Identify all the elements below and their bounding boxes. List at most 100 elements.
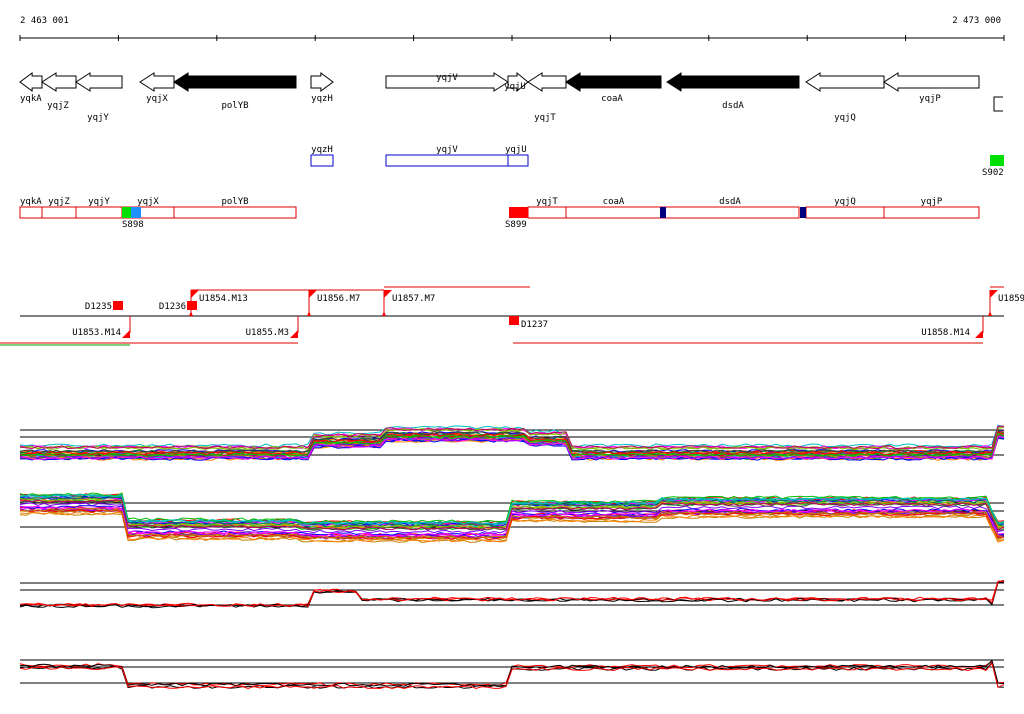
segment-U1854.M13[interactable]: U1854.M13	[189, 290, 248, 316]
end-coordinate: 2 473 000	[952, 16, 1001, 26]
operon-dsdA[interactable]: dsdA	[660, 197, 800, 219]
operon-label: yqjZ	[48, 197, 70, 207]
expression-panel-2	[19, 492, 1005, 544]
operon-label: polYB	[221, 197, 248, 207]
segment-label: U1859	[998, 294, 1024, 304]
expression-trace	[19, 492, 1005, 524]
operon-label: yqjQ	[834, 197, 856, 207]
gene-label: yqkA	[20, 94, 42, 104]
segment-D1235[interactable]: D1235	[85, 301, 123, 312]
segment-U1855.M3[interactable]: U1855.M3	[246, 328, 298, 338]
blue-box-yqzH[interactable]: yqzH	[310, 145, 334, 167]
gene-label: yqjU	[504, 82, 526, 92]
gene-track: yqkA yqjZ yqjY yqjX polYB yqzH yqjV yqjU yqjT coa…	[19, 71, 1003, 123]
expression-trace	[19, 425, 1005, 450]
gene-yqjZ[interactable]: yqjZ	[41, 72, 77, 111]
start-coordinate: 2 463 001	[20, 16, 69, 26]
segment-U1859[interactable]: U1859	[988, 290, 1024, 316]
gene-label: yqjZ	[47, 101, 69, 111]
gene-yqjU[interactable]: yqjU	[504, 71, 529, 93]
segment-label: D1236	[159, 302, 186, 312]
blue-box-label: yqzH	[311, 145, 333, 155]
segment-U1856.M7[interactable]: U1856.M7	[307, 290, 360, 316]
blue-box-yqjU[interactable]: yqjU	[505, 145, 529, 167]
gene-yqzH[interactable]: yqzH	[310, 72, 334, 104]
segment-label: D1237	[521, 320, 548, 330]
operon-label: yqkA	[20, 197, 42, 207]
segment-label: U1858.M14	[921, 328, 970, 338]
operon-label: yqjX	[137, 197, 159, 207]
segment-label: U1857.M7	[392, 294, 435, 304]
blue-box-label: yqjV	[436, 145, 458, 155]
gene-yqjV[interactable]: yqjV	[385, 72, 509, 92]
expression-panel-4	[19, 659, 1005, 690]
expression-trace	[19, 435, 1005, 460]
segment-label: D1235	[85, 302, 112, 312]
s899-label: S899	[505, 220, 527, 230]
operon-label: dsdA	[719, 197, 741, 207]
expression-trace	[19, 660, 1005, 687]
gene-yqjX[interactable]: yqjX	[139, 72, 175, 104]
expression-trace	[19, 432, 1005, 457]
gene-dsdA[interactable]: dsdA	[666, 72, 800, 111]
operon-yqjP[interactable]: yqjP	[883, 197, 980, 219]
gene-label: yqjY	[87, 113, 109, 123]
partial-gene-marker	[993, 96, 1003, 112]
blue-box-label: yqjU	[505, 145, 527, 155]
expression-trace	[19, 579, 1005, 608]
gene-yqkA[interactable]: yqkA	[19, 72, 43, 104]
operon-yqkA[interactable]: yqkA	[19, 197, 43, 219]
gene-yqjT[interactable]: yqjT	[527, 72, 567, 123]
operon-yqjZ[interactable]: yqjZ	[41, 197, 77, 219]
expression-trace	[19, 493, 1005, 526]
expression-trace	[19, 662, 1005, 690]
segment-D1236[interactable]: D1236	[159, 301, 197, 312]
gene-yqjP[interactable]: yqjP	[883, 72, 980, 104]
gene-polYB[interactable]: polYB	[173, 72, 297, 111]
operon-coaA[interactable]: coaA	[565, 197, 662, 219]
expression-trace	[19, 505, 1005, 537]
gene-label: coaA	[601, 94, 623, 104]
s899-marker[interactable]: S899	[505, 207, 528, 230]
expression-panel-1	[19, 424, 1005, 461]
expression-trace	[19, 426, 1005, 450]
operon-label: coaA	[603, 197, 625, 207]
s902-label: S902	[982, 168, 1004, 178]
expression-trace	[19, 508, 1005, 540]
gene-label: yqzH	[311, 94, 333, 104]
operon-label: yqjT	[536, 197, 558, 207]
gene-label: yqjV	[436, 73, 458, 83]
segment-D1237[interactable]: D1237	[509, 316, 548, 330]
s902-marker[interactable]: S902	[982, 155, 1004, 178]
gene-label: polYB	[221, 101, 248, 111]
gene-label: yqjT	[534, 113, 556, 123]
gene-label: yqjP	[919, 94, 941, 104]
operon-yqjQ[interactable]: yqjQ	[805, 197, 885, 219]
expression-trace	[19, 580, 1005, 607]
segment-label: U1855.M3	[246, 328, 289, 338]
s898-marker[interactable]: S898	[122, 207, 144, 230]
segment-U1858.M14[interactable]: U1858.M14	[921, 328, 983, 338]
blue-box-yqjV[interactable]: yqjV	[385, 145, 509, 167]
operon-yqjT[interactable]: yqjT	[527, 197, 567, 219]
expression-trace	[19, 580, 1005, 607]
navy-marker	[660, 207, 666, 218]
coordinate-ruler: 2 463 001 2 473 000	[19, 16, 1005, 41]
segment-label: U1854.M13	[199, 294, 248, 304]
operon-polYB[interactable]: polYB	[173, 197, 297, 219]
operon-label: yqjP	[921, 197, 943, 207]
gene-yqjY[interactable]: yqjY	[75, 72, 123, 123]
segment-U1853.M14[interactable]: U1853.M14	[72, 328, 130, 338]
operon-yqjY[interactable]: yqjY	[75, 197, 123, 219]
gene-label: yqjQ	[834, 113, 856, 123]
gene-coaA[interactable]: coaA	[565, 72, 662, 104]
s898-label: S898	[122, 220, 144, 230]
navy-marker	[800, 207, 806, 218]
gene-label: dsdA	[722, 101, 744, 111]
blue-box-track: yqzH yqjV yqjU	[310, 145, 529, 167]
gene-label: yqjX	[146, 94, 168, 104]
segment-track: D1235 D1236 U1854.M13 U1856.M7 U1857.M7 U1853…	[0, 286, 1024, 346]
gene-yqjQ[interactable]: yqjQ	[805, 72, 885, 123]
segment-U1857.M7[interactable]: U1857.M7	[382, 290, 435, 316]
